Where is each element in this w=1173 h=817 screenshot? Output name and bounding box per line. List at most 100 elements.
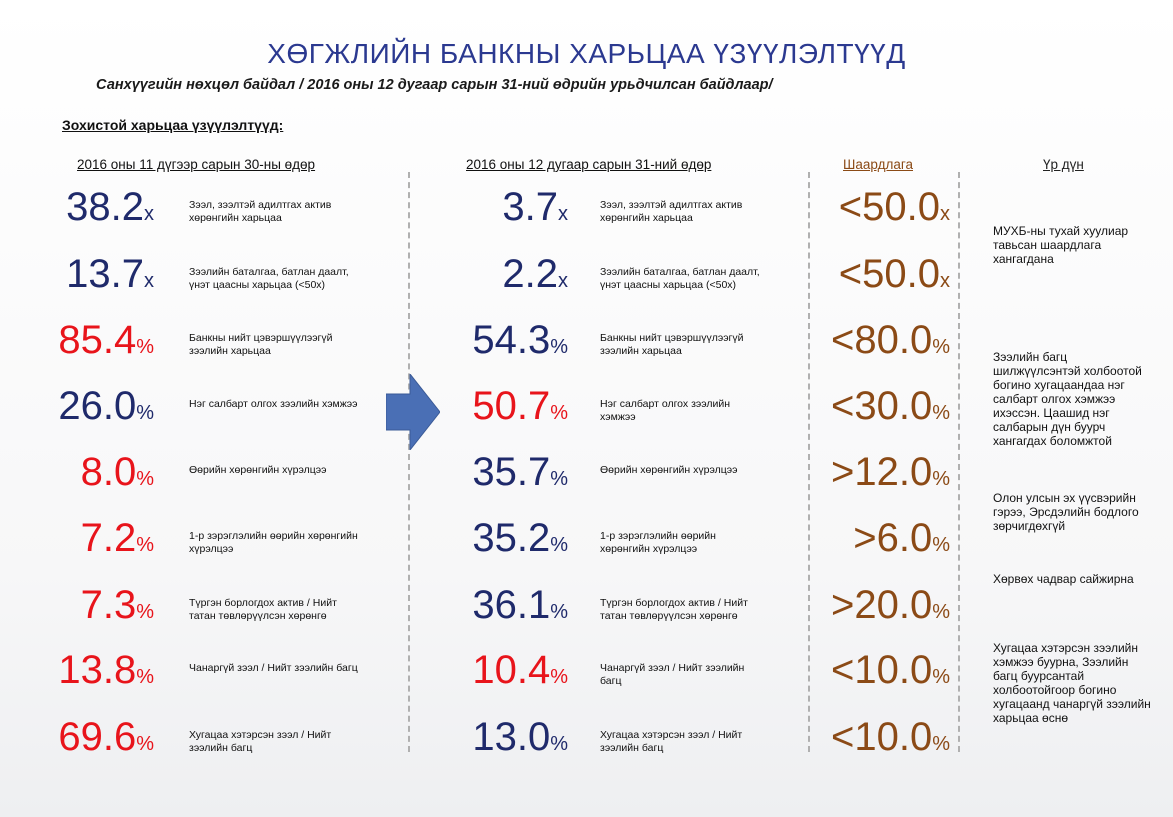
dec-value-unit: % <box>550 468 568 490</box>
page-subtitle: Санхүүгийн нөхцөл байдал / 2016 оны 12 д… <box>96 77 773 93</box>
nov-value-unit: x <box>144 203 154 225</box>
requirement-value-unit: % <box>932 601 950 623</box>
dec-value: 13.0% <box>430 715 568 766</box>
requirement-value: <30.0% <box>812 384 950 435</box>
nov-value: 7.3% <box>40 583 154 634</box>
right-arrow-icon <box>386 374 440 450</box>
nov-value: 13.7x <box>40 252 154 303</box>
dec-value: 36.1% <box>430 583 568 634</box>
nov-value-unit: % <box>136 468 154 490</box>
dec-value: 35.2% <box>430 516 568 567</box>
dec-value: 54.3% <box>430 318 568 369</box>
divider-1 <box>408 172 410 752</box>
column-header-nov: 2016 оны 11 дүгээр сарын 30-ны өдөр <box>77 157 316 172</box>
requirement-value-value: <30.0 <box>830 384 933 428</box>
dec-value-unit: % <box>550 534 568 556</box>
dec-row-label: Хугацаа хэтэрсэн зээл / Нийт зээлийн баг… <box>600 729 743 754</box>
dec-value-value: 3.7 <box>502 185 558 229</box>
dec-value-value: 35.7 <box>472 450 551 494</box>
nov-value-unit: % <box>136 601 154 623</box>
requirement-value-value: <50.0 <box>838 185 940 229</box>
result-note-4: Хөрвөх чадвар сайжирна <box>993 572 1134 586</box>
result-note-3: Олон улсын эх үүсвэрийн гэрээ, Эрсдэлийн… <box>993 491 1139 533</box>
requirement-value-value: >6.0 <box>853 516 933 560</box>
nov-row-label: Чанаргүй зээл / Нийт зээлийн багц <box>189 662 358 674</box>
dec-value: 35.7% <box>430 450 568 501</box>
requirement-value: <50.0x <box>812 185 950 236</box>
dec-row-label: Нэг салбарт олгох зээлийн хэмжээ <box>600 398 731 423</box>
nov-value: 7.2% <box>40 516 154 567</box>
nov-row-label: Зээлийн баталгаа, батлан даалт, үнэт цаа… <box>189 266 349 291</box>
dec-value-unit: % <box>550 666 568 688</box>
nov-value-unit: % <box>136 733 154 755</box>
result-note-2: Зээлийн багц шилжүүлсэнтэй холбоотой бог… <box>993 350 1142 448</box>
nov-value-value: 69.6 <box>58 715 137 759</box>
requirement-value-unit: % <box>932 402 950 424</box>
column-header-result: Үр дүн <box>1043 157 1084 172</box>
nov-row-label: Түргэн борлогдох актив / Нийт татан төвл… <box>189 597 337 622</box>
column-header-dec: 2016 оны 12 дугаар сарын 31-ний өдөр <box>466 157 712 172</box>
requirement-value: <50.0x <box>812 252 950 303</box>
requirement-value-unit: % <box>932 733 950 755</box>
nov-row-label: Өөрийн хөрөнгийн хүрэлцээ <box>189 464 327 476</box>
dec-row-label: Зээл, зээлтэй адилтгах актив хөрөнгийн х… <box>600 199 743 224</box>
requirement-value: >12.0% <box>812 450 950 501</box>
nov-value-unit: x <box>144 270 154 292</box>
nov-value-unit: % <box>136 402 154 424</box>
dec-value-value: 35.2 <box>472 516 551 560</box>
dec-value-unit: x <box>558 270 568 292</box>
dec-value-value: 2.2 <box>502 252 558 296</box>
dec-value-unit: % <box>550 402 568 424</box>
dec-value: 10.4% <box>430 648 568 699</box>
nov-value: 8.0% <box>40 450 154 501</box>
result-note-5: Хугацаа хэтэрсэн зээлийн хэмжээ буурна, … <box>993 641 1151 725</box>
requirement-value-unit: x <box>940 203 950 225</box>
requirement-value: >20.0% <box>812 583 950 634</box>
result-note-1: МУХБ-ны тухай хуулиар тавьсан шаардлага … <box>993 224 1129 266</box>
dec-value-unit: % <box>550 336 568 358</box>
requirement-value: <10.0% <box>812 715 950 766</box>
requirement-value-unit: % <box>932 534 950 556</box>
dec-value: 50.7% <box>430 384 568 435</box>
requirement-value: <10.0% <box>812 648 950 699</box>
nov-value-value: 7.2 <box>80 516 137 560</box>
nov-value-value: 85.4 <box>58 318 137 362</box>
dec-row-label: Зээлийн баталгаа, батлан даалт, үнэт цаа… <box>600 266 760 291</box>
nov-value-value: 13.7 <box>66 252 144 296</box>
requirement-value-unit: % <box>932 468 950 490</box>
nov-value-value: 7.3 <box>80 583 137 627</box>
dec-value-unit: % <box>550 733 568 755</box>
requirement-value-value: <10.0 <box>830 648 933 692</box>
nov-value-unit: % <box>136 666 154 688</box>
nov-value: 26.0% <box>40 384 154 435</box>
requirement-value-unit: % <box>932 336 950 358</box>
nov-row-label: 1-р зэрэглэлийн өөрийн хөрөнгийн хүрэлцэ… <box>189 530 358 555</box>
requirement-value-value: <50.0 <box>838 252 940 296</box>
requirement-value: <80.0% <box>812 318 950 369</box>
requirement-value-unit: % <box>932 666 950 688</box>
dec-value: 2.2x <box>430 252 568 303</box>
nov-value-value: 38.2 <box>66 185 144 229</box>
nov-value: 38.2x <box>40 185 154 236</box>
column-header-requirement: Шаардлага <box>843 157 913 172</box>
nov-value: 13.8% <box>40 648 154 699</box>
dec-value-unit: % <box>550 601 568 623</box>
requirement-value-value: >12.0 <box>830 450 933 494</box>
dec-value-value: 50.7 <box>472 384 551 428</box>
requirement-value-value: <80.0 <box>830 318 933 362</box>
requirement-value-value: >20.0 <box>830 583 933 627</box>
divider-3 <box>958 172 960 752</box>
nov-value-unit: % <box>136 534 154 556</box>
dec-value: 3.7x <box>430 185 568 236</box>
requirement-value-unit: x <box>940 270 950 292</box>
dec-value-unit: x <box>558 203 568 225</box>
divider-2 <box>808 172 810 752</box>
nov-row-label: Нэг салбарт олгох зээлийн хэмжээ <box>189 398 358 410</box>
requirement-value-value: <10.0 <box>830 715 933 759</box>
dec-row-label: Банкны нийт цэвэршүүлээгүй зээлийн харьц… <box>600 332 744 357</box>
requirement-value: >6.0% <box>812 516 950 567</box>
nov-value-value: 26.0 <box>58 384 137 428</box>
nov-row-label: Хугацаа хэтэрсэн зээл / Нийт зээлийн баг… <box>189 729 332 754</box>
dec-value-value: 10.4 <box>472 648 551 692</box>
dec-value-value: 13.0 <box>472 715 551 759</box>
